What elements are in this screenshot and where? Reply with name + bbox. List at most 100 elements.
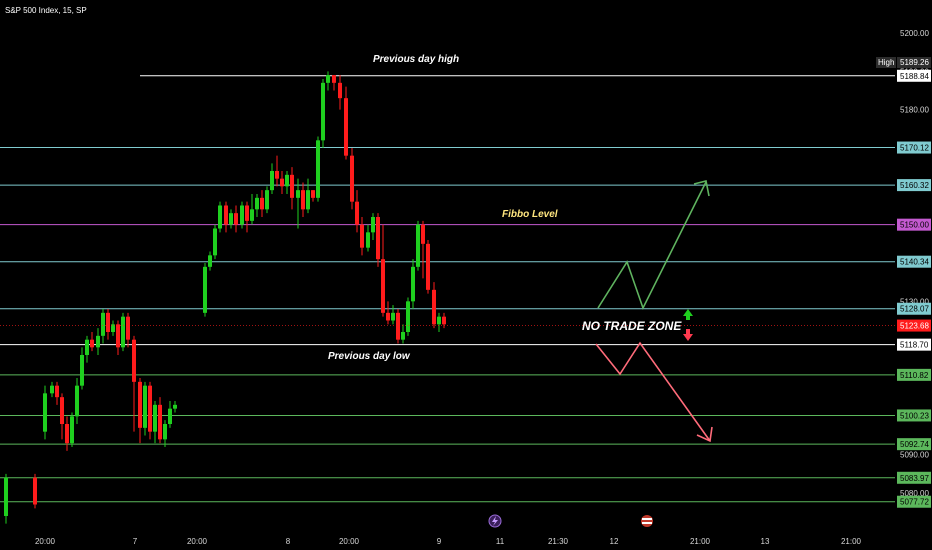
- candle-body: [229, 213, 233, 225]
- candle-body: [280, 178, 284, 187]
- level-tag: [897, 141, 931, 154]
- candle-body: [360, 224, 364, 248]
- candle-body: [121, 316, 125, 348]
- candle-body: [43, 393, 47, 432]
- candle-body: [270, 171, 274, 191]
- x-tick-label: 20:00: [187, 537, 208, 546]
- lightning-icon[interactable]: [488, 514, 502, 528]
- candle-body: [70, 416, 74, 444]
- high-tag: High 5189.26: [876, 57, 931, 68]
- level-tag: [897, 255, 931, 268]
- candle-body: [218, 205, 222, 229]
- previous-day-low-label: Previous day low: [328, 351, 411, 362]
- level-tag: [897, 471, 931, 484]
- level-tag: [897, 69, 931, 82]
- candle-body: [371, 217, 375, 233]
- candle-body: [301, 190, 305, 210]
- candle-body: [240, 205, 244, 225]
- candle-body: [148, 385, 152, 432]
- candle-body: [386, 312, 390, 321]
- candle-body: [33, 477, 37, 505]
- level-tag-text: 5083.97: [900, 474, 929, 483]
- flag-icon[interactable]: [641, 515, 653, 527]
- x-tick-label: 9: [437, 537, 442, 546]
- candle-body: [344, 98, 348, 156]
- svg-text:High: High: [878, 58, 894, 67]
- candle-body: [406, 301, 410, 332]
- x-tick-label: 11: [496, 537, 505, 546]
- candle-body: [290, 174, 294, 198]
- x-tick-label: 21:00: [841, 537, 862, 546]
- candle-body: [143, 385, 147, 428]
- candle-body: [332, 75, 336, 83]
- candle-body: [168, 408, 172, 424]
- level-tag: [897, 438, 931, 451]
- x-tick-label: 20:00: [339, 537, 360, 546]
- bearish-arrowhead: [696, 426, 713, 443]
- candle-body: [111, 324, 115, 332]
- y-tick-label: 5090.00: [900, 451, 929, 460]
- x-tick-label: 21:30: [548, 537, 569, 546]
- candle-body: [350, 155, 354, 202]
- candle-body: [338, 82, 342, 99]
- candle-body: [158, 404, 162, 440]
- candle-body: [153, 404, 157, 432]
- candle-body: [381, 259, 385, 313]
- level-tag: [897, 302, 931, 315]
- level-tag: [897, 179, 931, 192]
- y-tick-label: 5200.00: [900, 29, 929, 38]
- candle-body: [442, 316, 446, 325]
- candle-body: [416, 224, 420, 267]
- level-tag-text: 5100.23: [900, 411, 929, 420]
- candle-body: [208, 255, 212, 267]
- candles: [4, 71, 446, 524]
- level-tag-text: 5140.34: [900, 258, 929, 267]
- level-tag-text: 5118.70: [900, 341, 929, 350]
- candle-body: [366, 232, 370, 248]
- candle-body: [250, 209, 254, 221]
- candle-body: [65, 424, 69, 444]
- candle-body: [355, 201, 359, 225]
- bullish-arrowhead: [693, 180, 710, 197]
- candle-body: [260, 197, 264, 210]
- level-tag-text: 5170.12: [900, 144, 929, 153]
- level-tag-text: 5188.84: [900, 72, 929, 81]
- candle-body: [396, 312, 400, 340]
- level-tag-text: 5150.00: [900, 221, 929, 230]
- candle-body: [275, 171, 279, 179]
- candle-body: [326, 75, 330, 83]
- candle-body: [255, 197, 259, 210]
- candle-body: [285, 174, 289, 187]
- svg-text:5189.26: 5189.26: [900, 58, 929, 67]
- candle-body: [80, 355, 84, 386]
- level-tag-text: 5128.07: [900, 305, 929, 314]
- x-tick-label: 20:00: [35, 537, 56, 546]
- candle-body: [55, 385, 59, 398]
- candle-body: [126, 316, 130, 340]
- candle-body: [224, 205, 228, 225]
- candle-body: [4, 477, 8, 516]
- candle-body: [132, 339, 136, 382]
- level-tag: [897, 368, 931, 381]
- candle-body: [391, 312, 395, 321]
- candle-body: [426, 243, 430, 290]
- x-tick-label: 7: [133, 537, 138, 546]
- y-tick-label: 5080.00: [900, 489, 929, 498]
- candle-body: [138, 381, 142, 428]
- candle-body: [85, 339, 89, 355]
- level-tag-text: 5160.32: [900, 181, 929, 190]
- level-lines: [0, 75, 895, 503]
- level-tag: [897, 218, 931, 231]
- x-tick-label: 21:00: [690, 537, 711, 546]
- current-price-tag: [897, 319, 931, 332]
- candle-body: [50, 385, 54, 394]
- level-tag-text: 5077.72: [900, 498, 929, 507]
- candle-body: [376, 217, 380, 260]
- previous-day-high-label: Previous day high: [373, 54, 459, 65]
- candle-body: [316, 140, 320, 198]
- up-arrow-icon: [683, 309, 693, 320]
- candle-body: [213, 228, 217, 256]
- current-price-text: 5123.68: [900, 322, 929, 331]
- y-tick-label: 5180.00: [900, 106, 929, 115]
